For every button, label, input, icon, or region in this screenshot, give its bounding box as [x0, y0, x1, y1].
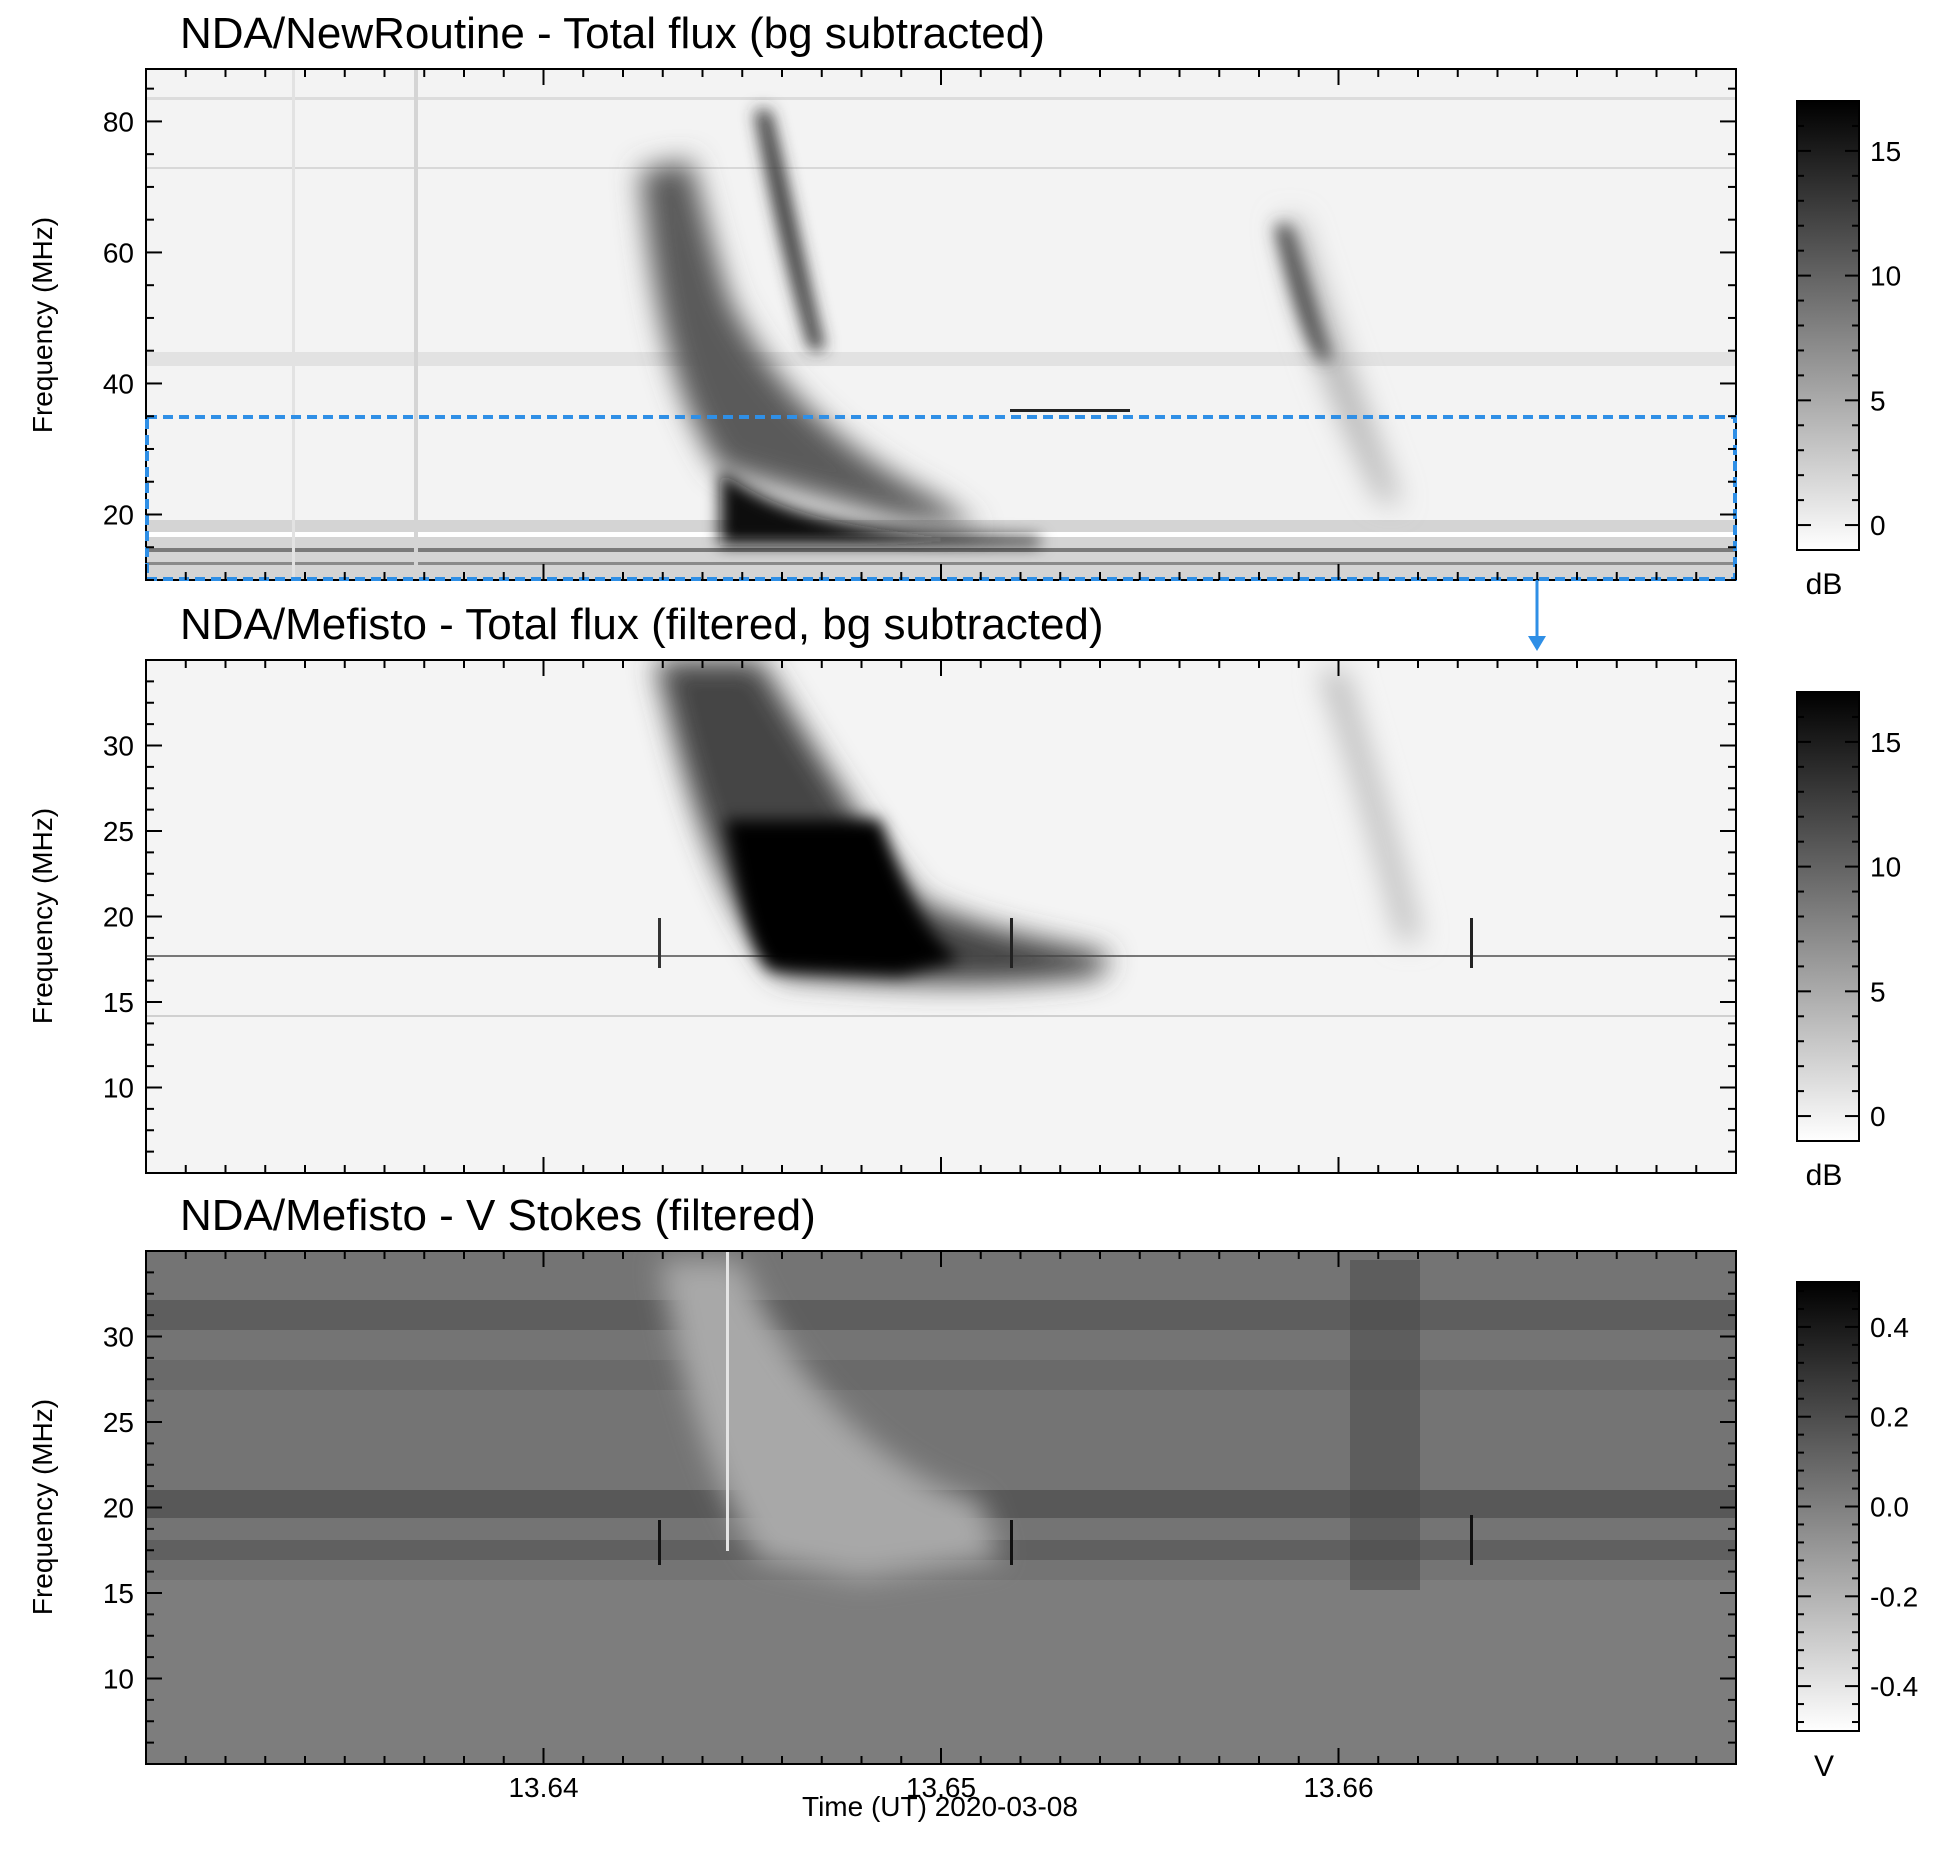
y-tick-label: 25: [103, 816, 134, 847]
colorbar-tick-label: 15: [1870, 727, 1901, 758]
colorbar-ticks: 0 5 10 15: [1797, 691, 1901, 1142]
colorbar-tick-label: 0.0: [1870, 1492, 1909, 1523]
y-ticks: 10 15 20 25 30: [103, 1250, 1736, 1765]
colorbar-unit: dB: [1806, 1159, 1843, 1192]
x-tick-label: 13.66: [1303, 1772, 1373, 1803]
y-tick-label: 60: [103, 237, 134, 268]
zoom-arrow: [1528, 580, 1546, 651]
colorbar-tick-label: 5: [1870, 976, 1886, 1007]
y-tick-label: 30: [103, 1322, 134, 1353]
panel-mefisto-total: NDA/Mefisto - Total flux (filtered, bg s…: [27, 600, 1901, 1192]
panel-title: NDA/Mefisto - V Stokes (filtered): [180, 1191, 816, 1240]
y-tick-label: 25: [103, 1407, 134, 1438]
colorbar: 0 5 10 15 dB: [1796, 691, 1901, 1192]
y-tick-label: 15: [103, 1578, 134, 1609]
x-ticks: [145, 660, 1737, 1173]
colorbar-ticks: 0 5 10 15: [1797, 100, 1901, 551]
colorbar-tick-label: 0.4: [1870, 1312, 1909, 1343]
colorbar: 0 5 10 15 dB: [1796, 100, 1901, 601]
colorbar-tick-label: 10: [1870, 852, 1901, 883]
y-ticks: 10 15 20 25 30: [103, 659, 1736, 1174]
x-tick-label: 13.64: [508, 1772, 578, 1803]
panel-title: NDA/NewRoutine - Total flux (bg subtract…: [180, 9, 1045, 58]
y-tick-label: 20: [103, 1493, 134, 1524]
x-axis-label: Time (UT) 2020-03-08: [802, 1791, 1078, 1822]
panel-newroutine: NDA/NewRoutine - Total flux (bg subtract…: [27, 9, 1901, 601]
y-tick-label: 30: [103, 731, 134, 762]
spectrogram-image: [146, 69, 1736, 580]
y-axis-label: Frequency (MHz): [27, 1399, 58, 1615]
colorbar-tick-label: 15: [1870, 136, 1901, 167]
colorbar-tick-label: -0.4: [1870, 1671, 1918, 1702]
panel-title: NDA/Mefisto - Total flux (filtered, bg s…: [180, 600, 1104, 649]
y-axis-label: Frequency (MHz): [27, 808, 58, 1024]
colorbar-tick-label: 0.2: [1870, 1402, 1909, 1433]
y-tick-label: 80: [103, 106, 134, 137]
colorbar-tick-label: 0: [1870, 510, 1886, 541]
colorbar-tick-label: 5: [1870, 385, 1886, 416]
y-tick-label: 40: [103, 368, 134, 399]
colorbar-tick-label: 10: [1870, 261, 1901, 292]
colorbar-ticks: 0.4 0.2 0.0 -0.2 -0.4: [1797, 1289, 1918, 1724]
colorbar-tick-label: 0: [1870, 1101, 1886, 1132]
x-tick-label: 13.65: [906, 1772, 976, 1803]
x-ticks: [145, 1251, 1737, 1764]
panel-mefisto-vstokes: NDA/Mefisto - V Stokes (filtered) 10 15 20…: [27, 1191, 1918, 1783]
spectrogram-image: [146, 1251, 1736, 1764]
y-ticks: 20 40 60 80: [103, 87, 1736, 581]
y-tick-label: 20: [103, 902, 134, 933]
y-tick-label: 20: [103, 499, 134, 530]
x-tick-labels: 13.64 13.65 13.66: [508, 1772, 1373, 1803]
colorbar: 0.4 0.2 0.0 -0.2 -0.4 V: [1796, 1281, 1918, 1783]
colorbar-unit: dB: [1806, 568, 1843, 601]
y-tick-label: 15: [103, 987, 134, 1018]
y-tick-label: 10: [103, 1073, 134, 1104]
colorbar-unit: V: [1814, 1750, 1834, 1783]
colorbar-tick-label: -0.2: [1870, 1581, 1918, 1612]
x-ticks: [145, 69, 1737, 580]
y-axis-label: Frequency (MHz): [27, 217, 58, 433]
y-tick-label: 10: [103, 1664, 134, 1695]
spectrogram-image: [146, 660, 1736, 1173]
